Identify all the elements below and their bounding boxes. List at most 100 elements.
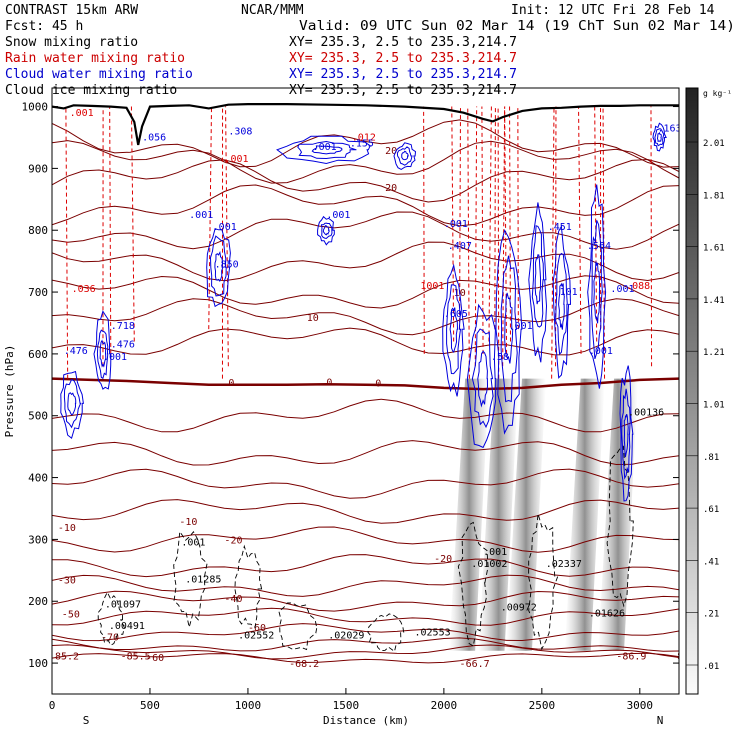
- isotherm-label: -20: [434, 554, 452, 565]
- ice-column: [449, 378, 490, 651]
- isotherm: [52, 275, 679, 309]
- cloud-water-contour: [552, 224, 572, 379]
- cloud-water-label: .001: [313, 142, 337, 153]
- cloud-water-label: .476: [64, 346, 88, 357]
- snow-contour: [173, 530, 208, 628]
- y-tick-label: 800: [28, 224, 48, 237]
- cloud-water-contour: [466, 303, 497, 449]
- cloud-water-contour: [206, 228, 231, 308]
- cloud-water-contour: [276, 135, 371, 165]
- temperature-isotherms: 0 0-60-70-60-50-40-30-20-20-10-1001010202…: [52, 119, 679, 670]
- colorbar-label: .61: [703, 505, 719, 515]
- isotherm-label: -10: [58, 523, 76, 534]
- terrain-profile: [52, 102, 679, 146]
- cloud-water-contour: [297, 140, 357, 160]
- isotherm: [52, 241, 679, 282]
- cloud-water-contour: [317, 215, 335, 246]
- cloud-water-contour: [623, 413, 629, 458]
- cloud-water-contour: [67, 392, 77, 416]
- x-tick-label: 1500: [333, 699, 360, 712]
- snow-label: .00491: [109, 621, 145, 632]
- cloud-water-contour: [214, 251, 224, 282]
- isotherm-label: -60: [146, 653, 164, 664]
- colorbar-label: 1.61: [703, 244, 725, 254]
- snow-contours: [97, 445, 634, 653]
- chart-title: CONTRAST 15km ARW: [5, 3, 138, 18]
- cloud-water-contour: [322, 225, 330, 236]
- y-tick-label: 900: [28, 162, 48, 175]
- cloud-water-contour: [93, 310, 112, 390]
- snow-label: .001: [483, 547, 507, 558]
- colorbar-label: 1.81: [703, 191, 725, 201]
- snow-contour: [278, 602, 318, 651]
- cloud-water-contour: [396, 146, 413, 166]
- cloud-water-label: .001: [326, 210, 350, 221]
- x-axis-label: Distance (km): [323, 714, 409, 727]
- isotherm: [52, 637, 679, 652]
- x-tick-label: 0: [49, 699, 56, 712]
- cloud-water-contour: [500, 255, 518, 403]
- colorbar-ticks: 2.01 1.81 1.61 1.41 1.21 1.01 .81 .61 .41 .21 .01: [686, 139, 725, 672]
- cloud-water-label: .407: [448, 241, 472, 252]
- cloud-ice-shading: [449, 378, 639, 651]
- rain-contour: [474, 106, 478, 367]
- isotherm: [52, 526, 679, 553]
- snow-label: .01285: [185, 575, 221, 586]
- colorbar-label: .21: [703, 610, 719, 620]
- cloud-water-contour: [528, 202, 548, 363]
- rain-label: 1001: [420, 281, 444, 292]
- y-tick-label: 400: [28, 472, 48, 485]
- snow-label: .001: [181, 538, 205, 549]
- cloud-water-contour: [619, 365, 634, 502]
- north-endpoint: N: [657, 714, 664, 727]
- legend-xy: XY= 235.3, 2.5 to 235.3,214.7: [289, 83, 517, 98]
- isotherm-label: -60: [248, 623, 266, 634]
- snow-label: .01626: [589, 609, 625, 620]
- cloud-water-contour: [63, 378, 82, 429]
- cloud-water-contour: [621, 388, 631, 480]
- cloud-water-label: .605: [444, 309, 468, 320]
- rain-label: .001: [70, 108, 94, 119]
- colorbar-label: 1.41: [703, 296, 725, 306]
- snow-contour: [606, 445, 634, 608]
- cloud-water-label: .056: [142, 133, 166, 144]
- cloud-water-label: .850: [215, 259, 239, 270]
- colorbar-label: 2.01: [703, 139, 725, 149]
- colorbar-label: 1.21: [703, 348, 725, 358]
- snow-contour: [97, 591, 125, 646]
- cloud-water-contour: [471, 328, 494, 429]
- x-tick-label: 2500: [529, 699, 556, 712]
- isotherm: [52, 607, 679, 626]
- colorbar: [685, 87, 699, 695]
- snow-label: .00136: [628, 408, 664, 419]
- rain-contour: [65, 106, 69, 379]
- rain-contour: [494, 106, 496, 330]
- cloud-water-contour: [320, 222, 333, 240]
- cloud-water-contour: [656, 131, 662, 142]
- isotherm: [52, 298, 679, 336]
- isotherm-label: -20: [224, 535, 242, 546]
- terrain-line: [52, 102, 679, 146]
- cloud-water-label: .001: [444, 219, 468, 230]
- cloud-water-label: .001: [509, 321, 533, 332]
- cloud-water-label: .308: [228, 126, 252, 137]
- rain-contour: [225, 106, 229, 367]
- cloud-water-contours: [60, 122, 667, 502]
- legend-entry: Cloud water mixing ratio: [5, 67, 193, 82]
- snow-label: .02553: [414, 627, 450, 638]
- cloud-water-label: .476: [111, 340, 135, 351]
- colorbar-label: .81: [703, 453, 719, 463]
- cloud-water-label: .451: [548, 222, 572, 233]
- x-tick-label: 2000: [431, 699, 458, 712]
- south-endpoint: S: [83, 714, 90, 727]
- legend: Snow mixing ratio XY= 235.3, 2.5 to 235.3…: [5, 35, 517, 98]
- isotherm: [52, 398, 679, 433]
- isotherm-label: 20: [385, 146, 397, 157]
- rain-contour: [208, 106, 213, 330]
- isotherm: [52, 590, 679, 612]
- isotherm: [52, 184, 679, 227]
- forecast-hour: Fcst: 45 h: [5, 19, 83, 34]
- cloud-water-label: .001: [189, 210, 213, 221]
- legend-entry: Rain water mixing ratio: [5, 51, 185, 66]
- rain-contour: [467, 106, 470, 379]
